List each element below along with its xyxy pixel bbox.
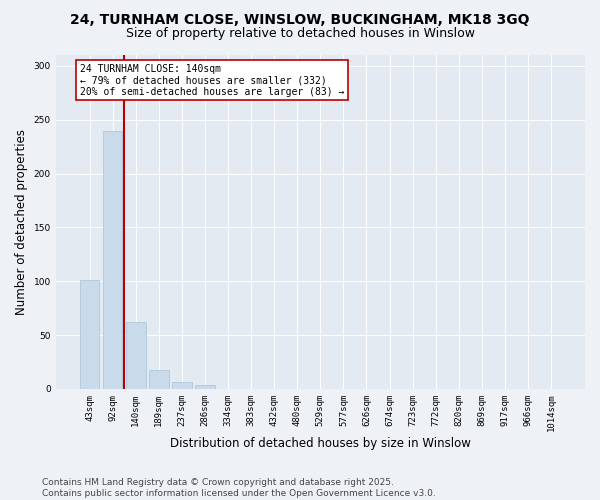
Bar [195, 384, 215, 389]
Text: Contains HM Land Registry data © Crown copyright and database right 2025.
Contai: Contains HM Land Registry data © Crown c… [42, 478, 436, 498]
X-axis label: Distribution of detached houses by size in Winslow: Distribution of detached houses by size … [170, 437, 471, 450]
Y-axis label: Number of detached properties: Number of detached properties [15, 129, 28, 315]
Bar [172, 382, 191, 389]
Text: 24, TURNHAM CLOSE, WINSLOW, BUCKINGHAM, MK18 3GQ: 24, TURNHAM CLOSE, WINSLOW, BUCKINGHAM, … [70, 12, 530, 26]
Text: Size of property relative to detached houses in Winslow: Size of property relative to detached ho… [125, 28, 475, 40]
Bar [126, 322, 146, 389]
Bar [103, 132, 122, 389]
Bar [80, 280, 100, 389]
Bar [149, 370, 169, 389]
Text: 24 TURNHAM CLOSE: 140sqm
← 79% of detached houses are smaller (332)
20% of semi-: 24 TURNHAM CLOSE: 140sqm ← 79% of detach… [80, 64, 344, 97]
